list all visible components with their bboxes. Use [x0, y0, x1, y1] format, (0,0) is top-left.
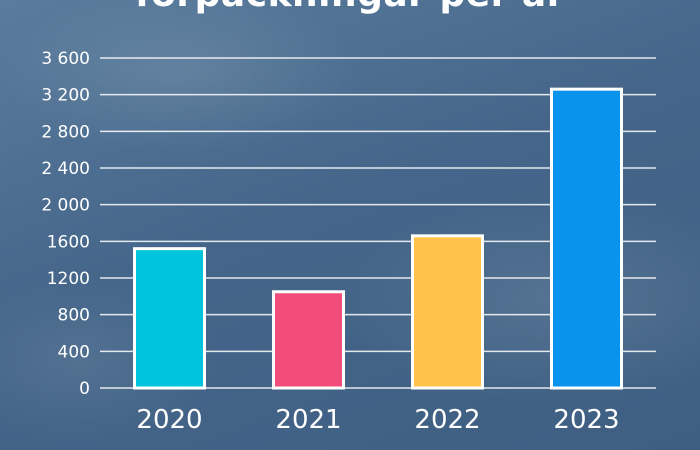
x-category-label: 2023 [553, 405, 619, 435]
y-tick-label: 2 000 [41, 196, 90, 216]
y-tick-label: 3 600 [41, 49, 90, 69]
y-axis-tick-labels: 0 400 800 1200 1600 2 000 2 400 2 800 3 200 3 600 [41, 49, 90, 399]
y-tick-label: 3 200 [41, 86, 90, 106]
y-tick-label: 1200 [47, 269, 90, 289]
bar-2023 [550, 87, 623, 390]
bar-2022 [411, 234, 484, 390]
y-tick-label: 2 400 [41, 159, 90, 179]
y-tick-label: 800 [58, 306, 90, 326]
y-tick-label: 1600 [47, 232, 90, 252]
y-tick-label: 2 800 [41, 122, 90, 142]
bars [133, 87, 623, 390]
y-tick-label: 400 [58, 342, 90, 362]
bar-2020 [133, 247, 206, 390]
bar-2021 [272, 290, 345, 390]
y-tick-label: 0 [79, 379, 90, 399]
x-category-label: 2020 [136, 405, 202, 435]
x-category-label: 2022 [414, 405, 480, 435]
page-title: förpackningar per år [0, 0, 700, 15]
x-category-label: 2021 [275, 405, 341, 435]
x-axis-category-labels: 2020 2021 2022 2023 [136, 405, 619, 435]
